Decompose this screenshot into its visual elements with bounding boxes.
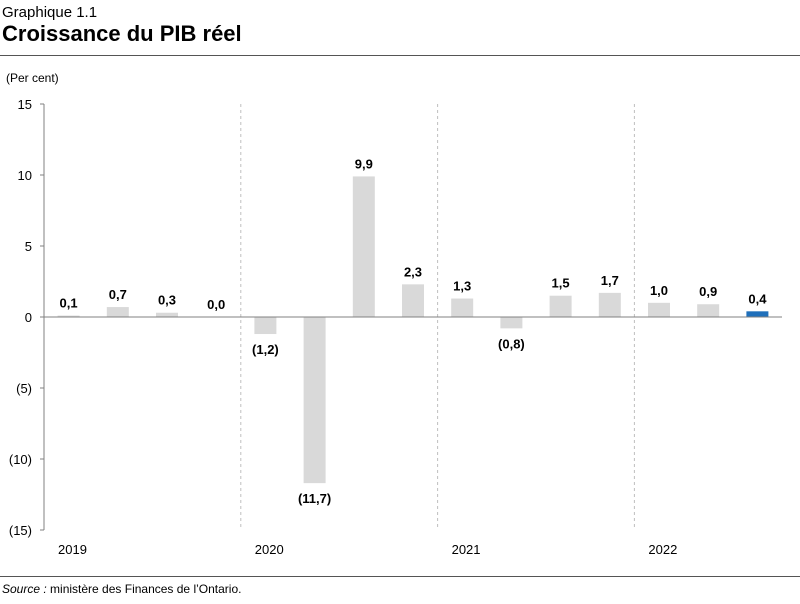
x-year-label: 2022 [648, 542, 677, 557]
source-text: ministère des Finances de l’Ontario. [46, 582, 242, 596]
y-tick-label: (5) [16, 381, 32, 396]
data-label: 1,0 [650, 283, 668, 298]
data-label: (0,8) [498, 336, 525, 351]
source-label: Source : [2, 582, 47, 596]
data-label: (1,2) [252, 342, 279, 357]
data-label: 0,9 [699, 284, 717, 299]
bar [106, 307, 129, 317]
bar [57, 315, 80, 317]
source-note: Source : ministère des Finances de l’Ont… [2, 582, 241, 596]
data-label: 1,5 [552, 276, 570, 291]
bar [500, 317, 523, 329]
top-rule [0, 55, 800, 56]
gdp-growth-chart: (Per cent) 15 10 5 0 (5) (10) (15) 2019 2020 202… [6, 71, 782, 557]
bottom-rule [0, 576, 800, 577]
y-tick-label: 10 [18, 168, 32, 183]
chart-title: Croissance du PIB réel [2, 21, 242, 46]
y-tick-label: 5 [25, 239, 32, 254]
y-tick-label: 0 [25, 310, 32, 325]
bar [254, 317, 277, 335]
data-label: 1,3 [453, 279, 471, 294]
data-label: 0,4 [748, 291, 767, 306]
data-label: (11,7) [298, 491, 331, 506]
x-year-label: 2020 [255, 542, 284, 557]
y-tick-label: (15) [9, 523, 32, 538]
bar [156, 312, 178, 317]
bar [697, 304, 720, 317]
chart-kicker: Graphique 1.1 [2, 4, 98, 21]
x-year-label: 2019 [58, 542, 87, 557]
bar [648, 302, 670, 317]
y-tick-label: 15 [18, 97, 32, 112]
data-label: 0,3 [158, 293, 176, 308]
data-label: 2,3 [404, 264, 422, 279]
data-label: 1,7 [601, 273, 619, 288]
data-label: 0,7 [109, 287, 127, 302]
data-label: 9,9 [355, 156, 373, 171]
y-axis-label: (Per cent) [6, 71, 59, 85]
bar [402, 284, 424, 317]
data-label: 0,0 [207, 297, 225, 312]
x-year-label: 2021 [452, 542, 481, 557]
bar [746, 311, 769, 317]
bar [549, 295, 572, 317]
bar [303, 317, 326, 484]
data-label: 0,1 [60, 296, 78, 311]
bar [598, 292, 621, 317]
bar [451, 298, 474, 317]
bar [352, 176, 375, 317]
y-tick-label: (10) [9, 452, 32, 467]
